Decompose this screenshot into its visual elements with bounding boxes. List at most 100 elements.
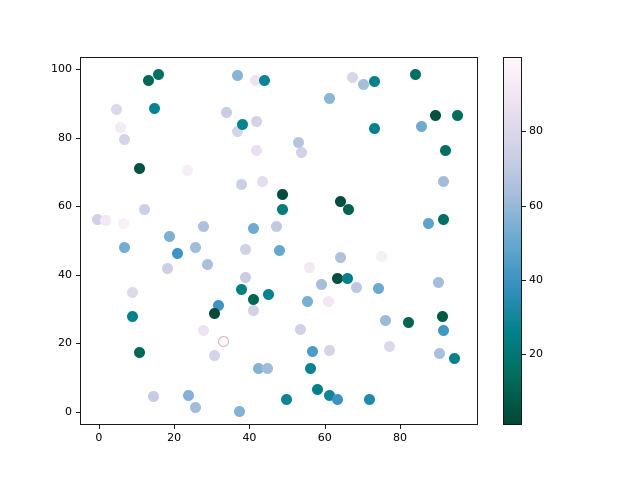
scatter-point bbox=[182, 165, 194, 177]
scatter-point bbox=[323, 390, 335, 402]
scatter-point bbox=[133, 346, 145, 358]
y-axis-tick bbox=[76, 206, 80, 208]
scatter-point bbox=[304, 362, 316, 374]
scatter-point bbox=[248, 293, 260, 305]
scatter-point bbox=[274, 245, 286, 257]
y-axis-tick-label: 60 bbox=[58, 199, 72, 213]
scatter-point bbox=[91, 213, 103, 225]
scatter-point bbox=[111, 103, 123, 115]
scatter-point bbox=[240, 272, 252, 284]
scatter-point bbox=[161, 262, 173, 274]
colorbar-tick-label: 60 bbox=[529, 198, 543, 212]
x-axis-tick bbox=[174, 425, 176, 429]
colorbar-tick bbox=[522, 205, 526, 207]
x-axis-tick-label: 60 bbox=[317, 431, 332, 444]
scatter-point bbox=[270, 221, 282, 233]
scatter-point bbox=[190, 401, 202, 413]
colorbar-tick bbox=[522, 354, 526, 356]
scatter-point bbox=[304, 261, 316, 273]
scatter-point bbox=[350, 282, 362, 294]
scatter-point bbox=[240, 244, 252, 256]
scatter-point bbox=[301, 295, 313, 307]
scatter-point bbox=[346, 72, 358, 84]
scatter-point bbox=[410, 68, 422, 80]
scatter-point bbox=[372, 282, 384, 294]
scatter-point bbox=[369, 123, 381, 135]
scatter-point bbox=[281, 394, 293, 406]
scatter-point bbox=[164, 231, 176, 243]
y-axis-tick-label: 40 bbox=[58, 267, 72, 281]
scatter-point bbox=[449, 353, 461, 365]
plot-area bbox=[80, 57, 478, 425]
scatter-point bbox=[332, 394, 344, 406]
x-axis-tick-label: 0 bbox=[95, 431, 103, 444]
x-axis-tick bbox=[98, 425, 100, 429]
x-axis-tick bbox=[249, 425, 251, 429]
scatter-point bbox=[236, 283, 248, 295]
scatter-point bbox=[261, 362, 273, 374]
scatter-point bbox=[142, 75, 154, 87]
scatter-point bbox=[403, 317, 415, 329]
scatter-point bbox=[153, 68, 165, 80]
colorbar-tick bbox=[522, 280, 526, 282]
scatter-point bbox=[292, 137, 304, 149]
scatter-point bbox=[126, 310, 138, 322]
scatter-point bbox=[316, 279, 328, 291]
scatter-point bbox=[437, 310, 449, 322]
scatter-point bbox=[231, 125, 243, 137]
scatter-point bbox=[263, 289, 275, 301]
scatter-point bbox=[198, 325, 209, 337]
scatter-point bbox=[217, 335, 229, 347]
scatter-point bbox=[341, 273, 353, 285]
y-axis-tick bbox=[76, 68, 80, 70]
scatter-point bbox=[115, 122, 127, 134]
scatter-point bbox=[322, 296, 334, 308]
scatter-point bbox=[133, 162, 145, 174]
scatter-point bbox=[119, 134, 131, 146]
scatter-point bbox=[437, 175, 449, 187]
colorbar-tick-label: 20 bbox=[529, 347, 543, 361]
scatter-point bbox=[118, 241, 130, 253]
scatter-point bbox=[437, 324, 449, 336]
scatter-point bbox=[234, 405, 246, 417]
scatter-point bbox=[197, 221, 209, 233]
x-axis-tick-label: 80 bbox=[393, 431, 408, 444]
scatter-point bbox=[342, 203, 354, 215]
scatter-point bbox=[294, 323, 306, 335]
scatter-point bbox=[249, 74, 261, 86]
scatter-point bbox=[358, 79, 370, 91]
y-axis-tick bbox=[76, 274, 80, 276]
scatter-point bbox=[364, 393, 376, 405]
scatter-point bbox=[312, 383, 324, 395]
scatter-point bbox=[335, 251, 347, 263]
scatter-point bbox=[126, 286, 138, 298]
y-axis-tick bbox=[76, 343, 80, 345]
scatter-point bbox=[220, 106, 232, 118]
scatter-point bbox=[438, 213, 450, 225]
scatter-point bbox=[331, 272, 343, 284]
scatter-point bbox=[237, 119, 249, 131]
scatter-point bbox=[251, 145, 263, 157]
scatter-point bbox=[118, 218, 130, 230]
scatter-point bbox=[434, 347, 446, 359]
scatter-point bbox=[307, 345, 319, 357]
scatter-point bbox=[380, 314, 392, 326]
scatter-point bbox=[432, 276, 444, 288]
scatter-point bbox=[251, 116, 263, 128]
scatter-point bbox=[189, 242, 201, 253]
scatter-point bbox=[201, 259, 213, 271]
colorbar bbox=[503, 57, 522, 425]
scatter-point bbox=[208, 349, 220, 361]
scatter-point bbox=[296, 146, 308, 158]
scatter-point bbox=[384, 341, 396, 353]
scatter-point bbox=[259, 75, 270, 87]
scatter-point bbox=[149, 102, 161, 114]
scatter-point bbox=[100, 215, 112, 227]
colorbar-tick bbox=[522, 131, 526, 133]
scatter-point bbox=[231, 70, 243, 82]
scatter-point bbox=[172, 247, 184, 259]
scatter-point bbox=[277, 203, 289, 215]
x-axis-tick bbox=[400, 425, 402, 429]
y-axis-tick-label: 20 bbox=[58, 336, 72, 350]
